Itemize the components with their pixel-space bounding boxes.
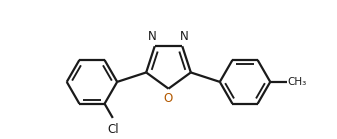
Text: Cl: Cl: [107, 123, 119, 136]
Text: N: N: [180, 30, 189, 43]
Text: O: O: [164, 92, 173, 105]
Text: N: N: [148, 30, 157, 43]
Text: CH₃: CH₃: [288, 77, 307, 87]
